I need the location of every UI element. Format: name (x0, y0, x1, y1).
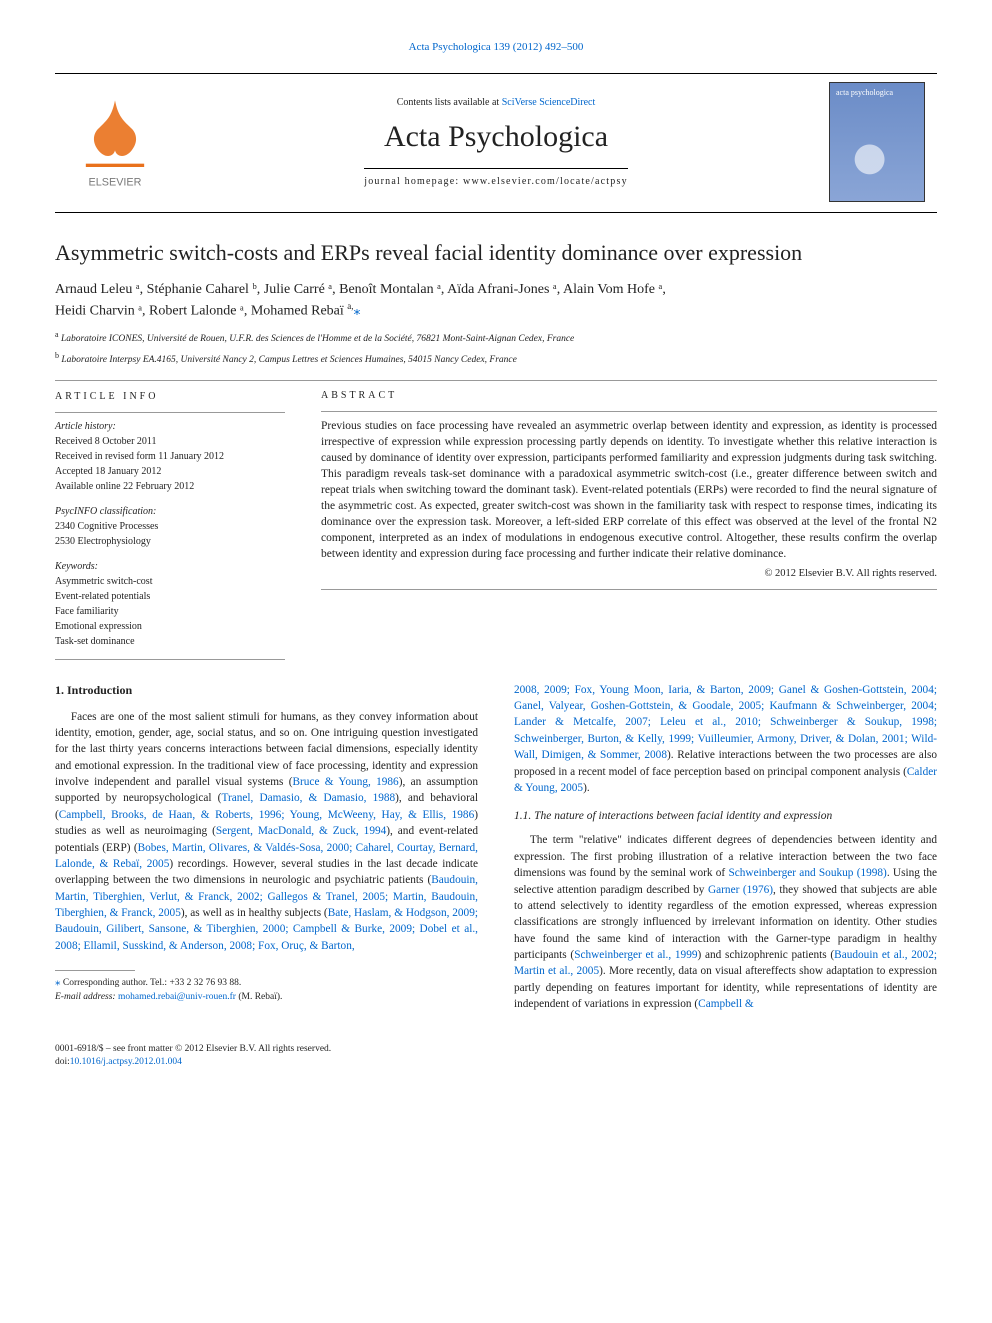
body-right-column: 2008, 2009; Fox, Young Moon, Iaria, & Ba… (514, 682, 937, 1015)
keyword: Face familiarity (55, 606, 119, 617)
corresponding-footnote: ⁎ Corresponding author. Tel.: +33 2 32 7… (55, 975, 478, 1004)
abstract-copyright: © 2012 Elsevier B.V. All rights reserved… (321, 567, 937, 582)
cite-link[interactable]: Schweinberger et al., 1999 (574, 949, 697, 961)
article-title: Asymmetric switch-costs and ERPs reveal … (55, 239, 937, 268)
elsevier-text: ELSEVIER (89, 177, 142, 189)
article-info: article info Article history: Received 8… (55, 389, 285, 660)
keyword: Asymmetric switch-cost (55, 576, 152, 587)
contents-line: Contents lists available at SciVerse Sci… (175, 96, 817, 110)
body-paragraph: 2008, 2009; Fox, Young Moon, Iaria, & Ba… (514, 682, 937, 797)
sciencedirect-link[interactable]: SciVerse ScienceDirect (502, 97, 596, 108)
cite-link[interactable]: Campbell & (698, 998, 754, 1010)
cite-link[interactable]: Campbell, Brooks, de Haan, & Roberts, 19… (59, 809, 474, 821)
journal-homepage: journal homepage: www.elsevier.com/locat… (364, 168, 628, 189)
body-paragraph: Faces are one of the most salient stimul… (55, 709, 478, 955)
article-info-heading: article info (55, 389, 285, 404)
keyword: Event-related potentials (55, 591, 150, 602)
corresponding-star-link[interactable]: ⁎ (354, 303, 361, 318)
history-item: Available online 22 February 2012 (55, 481, 194, 492)
email-link[interactable]: mohamed.rebai@univ-rouen.fr (118, 992, 236, 1002)
star-icon: ⁎ (55, 976, 61, 988)
section-1-1-heading: 1.1. The nature of interactions between … (514, 808, 937, 824)
keyword: Emotional expression (55, 621, 142, 632)
affiliation-b: b Laboratoire Interpsy EA.4165, Universi… (55, 350, 937, 367)
abstract: abstract Previous studies on face proces… (321, 389, 937, 660)
publisher-logo: ELSEVIER (65, 92, 165, 192)
front-matter-footer: 0001-6918/$ – see front matter © 2012 El… (55, 1043, 937, 1070)
history-item: Received in revised form 11 January 2012 (55, 451, 224, 462)
history-item: Received 8 October 2011 (55, 436, 157, 447)
cite-link[interactable]: Bruce & Young, 1986 (292, 776, 398, 788)
abstract-heading: abstract (321, 389, 937, 403)
journal-title: Acta Psychologica (175, 116, 817, 158)
body-left-column: 1. Introduction Faces are one of the mos… (55, 682, 478, 1015)
cite-link[interactable]: Schweinberger and Soukup (1998) (728, 867, 886, 879)
psycinfo-item: 2340 Cognitive Processes (55, 521, 158, 532)
journal-banner: ELSEVIER Contents lists available at Sci… (55, 73, 937, 213)
history-item: Accepted 18 January 2012 (55, 466, 161, 477)
cite-link[interactable]: Tranel, Damasio, & Damasio, 1988 (221, 792, 395, 804)
psycinfo-item: 2530 Electrophysiology (55, 536, 151, 547)
affiliation-a: a Laboratoire ICONES, Université de Roue… (55, 329, 937, 346)
cite-link[interactable]: Sergent, MacDonald, & Zuck, 1994 (216, 825, 386, 837)
section-1-heading: 1. Introduction (55, 682, 478, 699)
cite-link[interactable]: Garner (1976) (708, 884, 773, 896)
body-paragraph: The term "relative" indicates different … (514, 832, 937, 1012)
doi-link[interactable]: 10.1016/j.actpsy.2012.01.004 (70, 1057, 182, 1067)
keyword: Task-set dominance (55, 636, 135, 647)
author-list: Arnaud Leleu ᵃ, Stéphanie Caharel ᵇ, Jul… (55, 280, 937, 321)
abstract-text: Previous studies on face processing have… (321, 418, 937, 563)
journal-cover-thumb: acta psychologica (829, 82, 925, 202)
running-head-link[interactable]: Acta Psychologica 139 (2012) 492–500 (409, 41, 584, 53)
